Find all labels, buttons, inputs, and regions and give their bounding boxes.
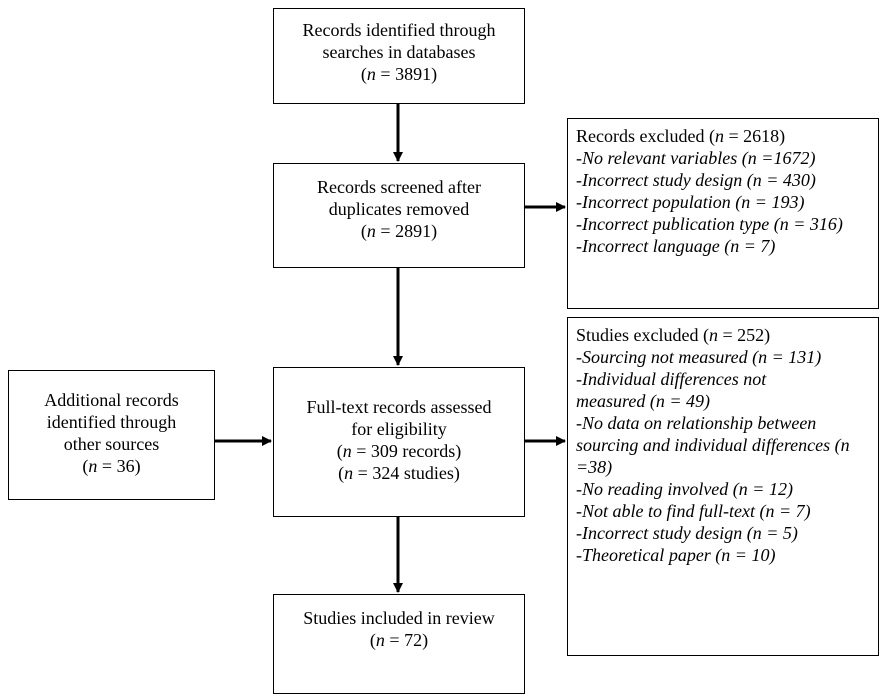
studies-excluded-item: -No reading involved (n = 12) [576, 479, 793, 499]
fulltext-records-box: Full-text records assessed for eligibili… [273, 367, 525, 517]
records-excluded-item: -Incorrect population (n = 193) [576, 192, 805, 212]
records-excluded-item: -Incorrect language (n = 7) [576, 236, 776, 256]
fulltext-records-line-2: for eligibility [351, 419, 447, 439]
fulltext-records-line-1: Full-text records assessed [306, 397, 492, 417]
fulltext-studies-count: (n = 324 studies) [338, 463, 460, 483]
studies-excluded-title: Studies excluded (n = 252) [576, 325, 771, 345]
studies-excluded-item: -Not able to find full-text (n = 7) [576, 501, 811, 521]
studies-excluded-item: -Theoretical paper (n = 10) [576, 545, 776, 565]
records-excluded-item: -No relevant variables (n =1672) [576, 148, 816, 168]
records-screened-count: (n = 2891) [360, 221, 438, 241]
studies-excluded-item: -Incorrect study design (n = 5) [576, 523, 798, 543]
studies-excluded-item: -Sourcing not measured (n = 131) [576, 347, 822, 367]
records-screened-line-2: duplicates removed [328, 199, 470, 219]
records-excluded-box: Records excluded (n = 2618) -No relevant… [567, 118, 879, 309]
additional-records-line-1: Additional records [44, 390, 179, 410]
records-screened-line-1: Records screened after [317, 177, 481, 197]
additional-records-count: (n = 36) [82, 456, 141, 476]
records-identified-line-1: Records identified through [302, 20, 496, 40]
records-identified-box: Records identified through searches in d… [273, 8, 525, 104]
records-excluded-item: -Incorrect study design (n = 430) [576, 170, 816, 190]
studies-included-line-1: Studies included in review [303, 608, 495, 628]
studies-included-count: (n = 72) [369, 630, 429, 650]
records-excluded-title: Records excluded (n = 2618) [576, 126, 786, 146]
records-identified-line-2: searches in databases [322, 42, 476, 62]
additional-records-box: Additional records identified through ot… [8, 370, 215, 500]
additional-records-line-3: other sources [63, 434, 160, 454]
additional-records-line-2: identified through [46, 412, 177, 432]
studies-excluded-box: Studies excluded (n = 252) -Sourcing not… [567, 317, 879, 656]
records-screened-box: Records screened after duplicates remove… [273, 163, 525, 268]
studies-included-box: Studies included in review (n = 72) [273, 594, 525, 694]
studies-excluded-item: -Individual differences not measured (n … [576, 369, 767, 411]
fulltext-records-count: (n = 309 records) [336, 441, 462, 461]
records-excluded-item: -Incorrect publication type (n = 316) [576, 214, 843, 234]
studies-excluded-item: -No data on relationship between sourcin… [576, 413, 850, 477]
records-identified-count: (n = 3891) [360, 64, 438, 84]
